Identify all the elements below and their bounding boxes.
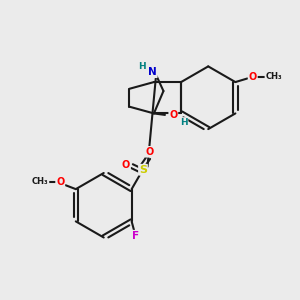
Text: CH₃: CH₃ xyxy=(265,72,282,81)
Text: O: O xyxy=(249,72,257,82)
Text: N: N xyxy=(148,67,157,77)
Text: F: F xyxy=(132,231,139,241)
Text: O: O xyxy=(122,160,130,170)
Text: H: H xyxy=(138,62,146,71)
Text: O: O xyxy=(169,110,177,120)
Text: O: O xyxy=(56,177,64,187)
Text: H: H xyxy=(180,118,188,127)
Text: O: O xyxy=(146,147,154,157)
Text: CH₃: CH₃ xyxy=(32,177,49,186)
Text: S: S xyxy=(139,165,147,175)
